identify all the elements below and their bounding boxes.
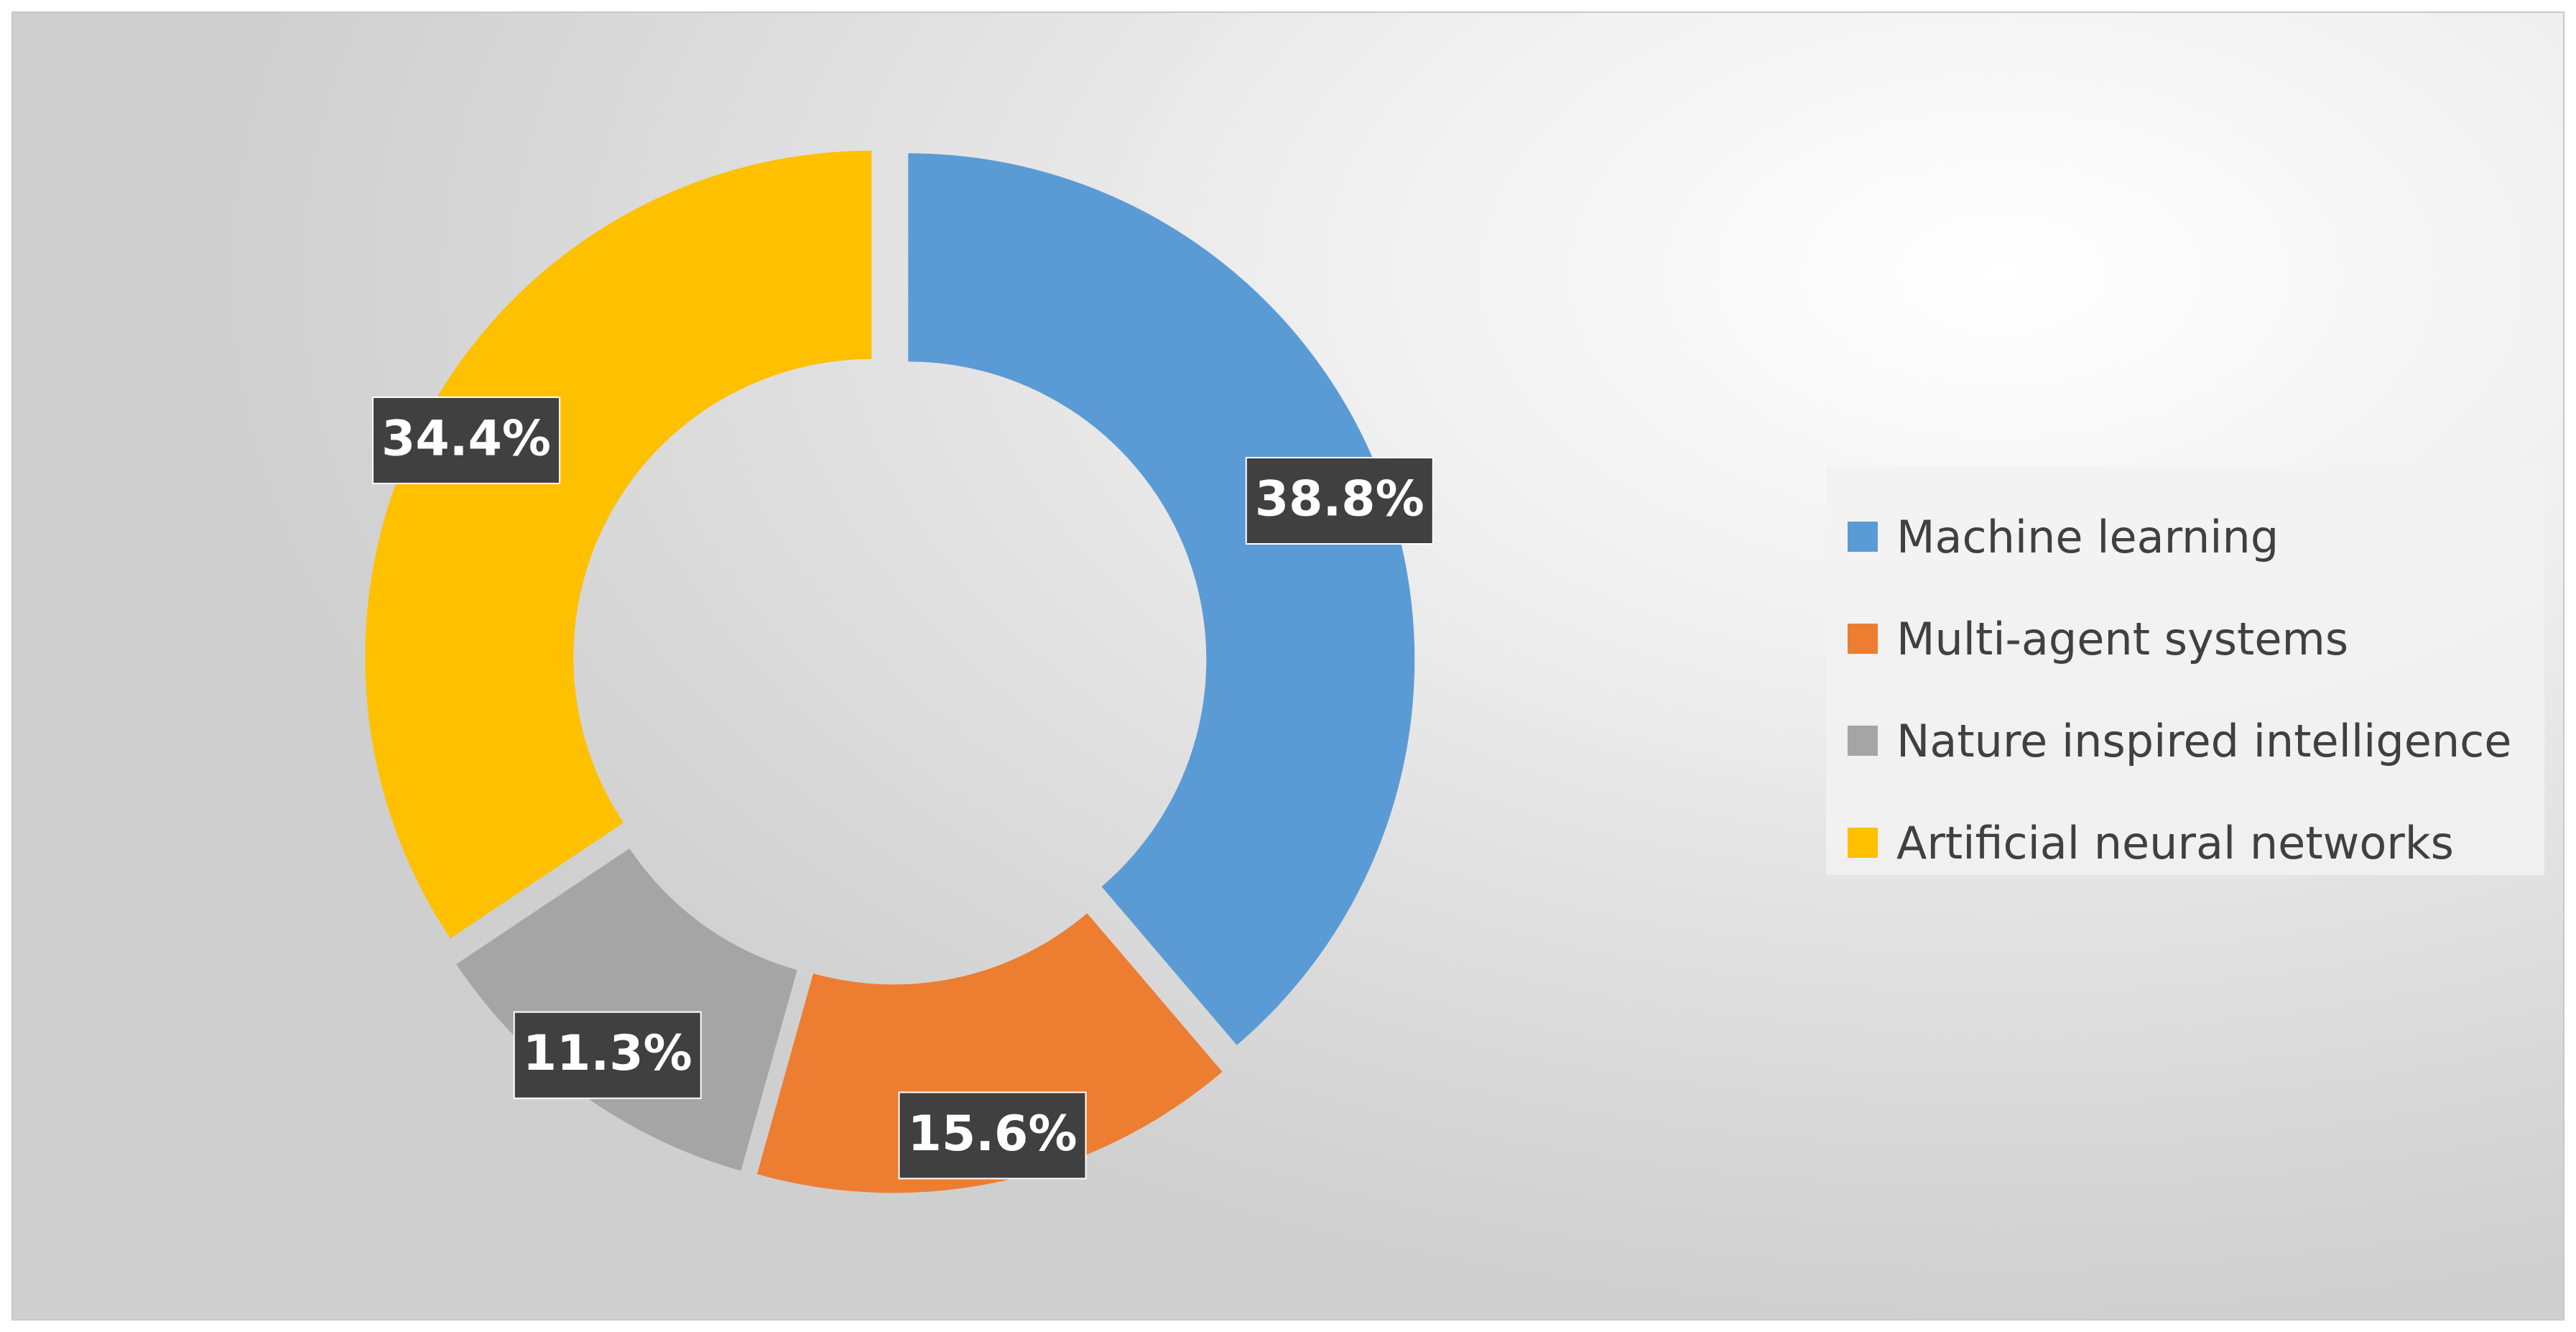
legend-swatch [1848,726,1878,756]
legend-swatch [1848,522,1878,552]
legend-label: Nature inspired intelligence [1896,714,2512,767]
data-label-box [898,1091,1087,1180]
legend: Machine learning Multi-agent systems Nat… [1826,466,2544,875]
data-label: 15.6% [898,1091,1087,1180]
data-labels: 38.8% 15.6% 11.3% 34.4% [371,396,1434,1180]
data-label-box [371,396,560,484]
legend-item-machine-learning: Machine learning [1848,486,2544,588]
donut-slices [365,150,1415,1193]
legend-label: Artificial neural networks [1896,816,2454,869]
chart-frame: 38.8% 15.6% 11.3% 34.4% Machine learning Mu… [11,11,2565,1321]
legend-item-nature-inspired-intelligence: Nature inspired intelligence [1848,690,2544,792]
legend-swatch [1848,828,1878,858]
legend-label: Multi-agent systems [1896,612,2349,665]
data-label: 11.3% [513,1011,702,1099]
legend-swatch [1848,624,1878,654]
donut-slice-machine-learning [908,153,1415,1045]
data-label-text: 15.6% [908,1106,1078,1162]
data-label: 38.8% [1245,457,1434,545]
donut-slice-nature-inspired-intelligence [456,848,797,1171]
donut-chart: 38.8% 15.6% 11.3% 34.4% [365,150,1434,1193]
data-label-text: 34.4% [381,410,551,467]
data-label-text: 11.3% [523,1025,692,1082]
data-label: 34.4% [371,396,560,484]
legend-item-multi-agent-systems: Multi-agent systems [1848,588,2544,690]
donut-slice-artificial-neural-networks [365,150,872,939]
data-label-box [1245,457,1434,545]
donut-slice-multi-agent-systems [756,913,1223,1193]
legend-item-artificial-neural-networks: Artificial neural networks [1848,792,2544,894]
legend-label: Machine learning [1896,510,2279,563]
data-label-text: 38.8% [1255,471,1424,528]
data-label-box [513,1011,702,1099]
